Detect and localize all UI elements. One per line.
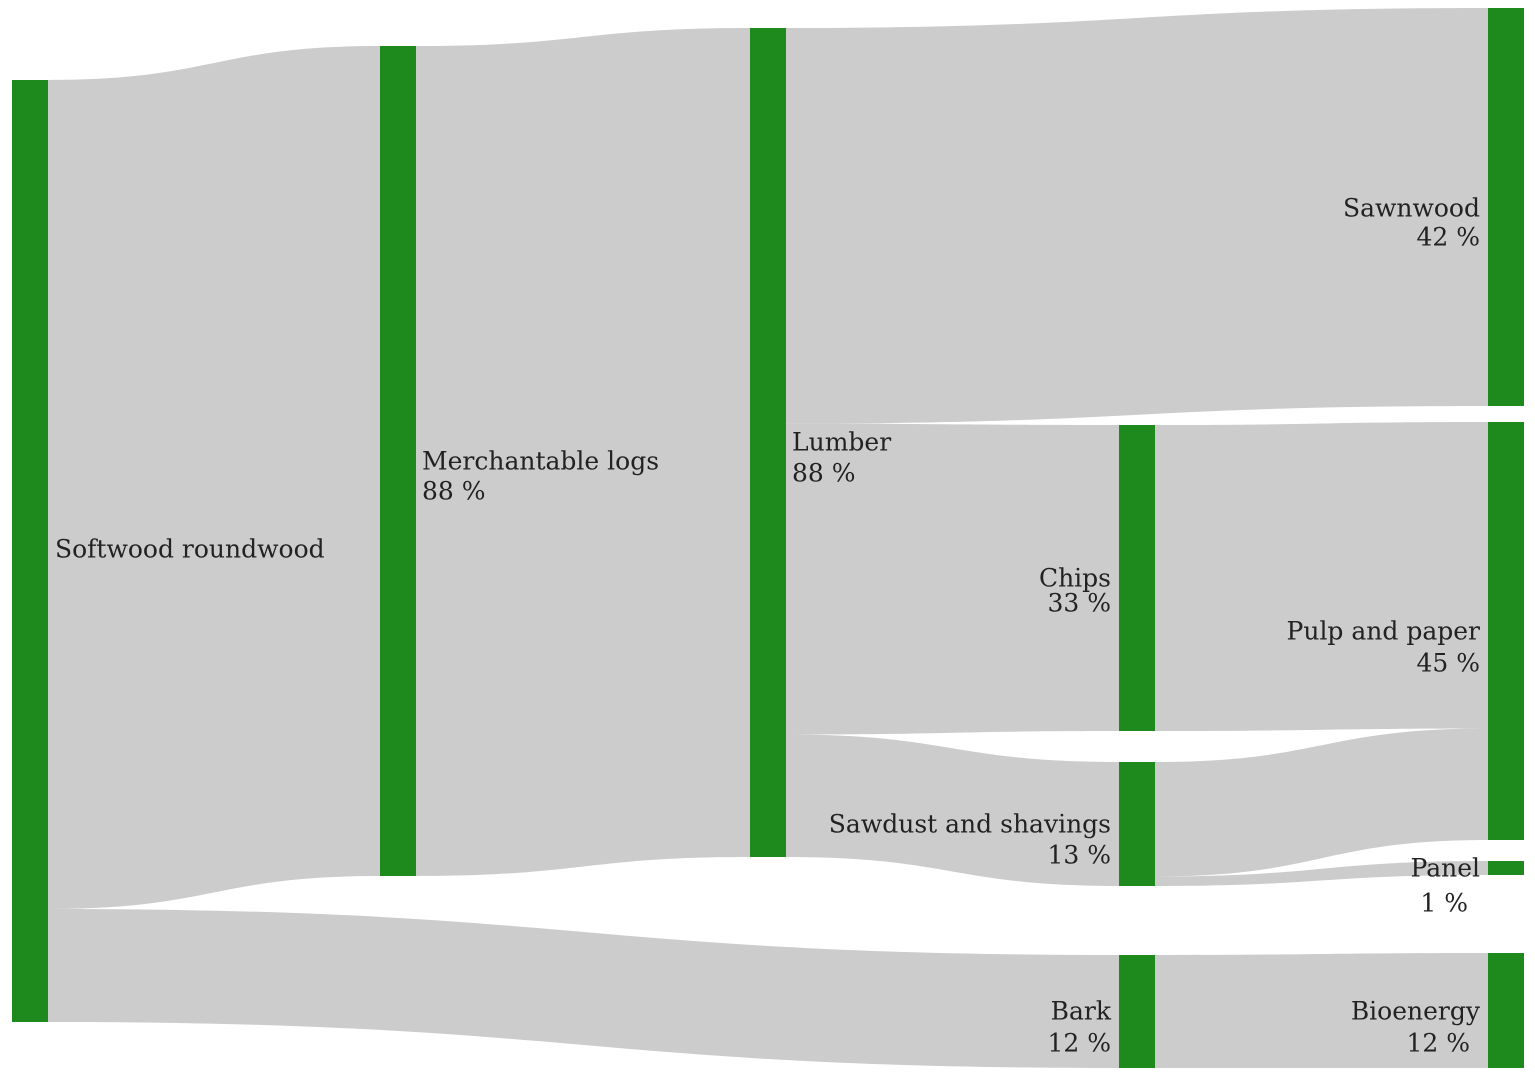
- node-bar-bark: [1119, 955, 1155, 1068]
- flow-link-lumber-to-sawdust: [786, 734, 1119, 886]
- node-bar-sawnwood: [1488, 8, 1524, 406]
- node-bar-softwood: [12, 80, 48, 1022]
- flow-link-sawdust-to-panel: [1155, 861, 1488, 886]
- node-bar-sawdust: [1119, 762, 1155, 886]
- node-label-bark: Bark: [1051, 997, 1112, 1026]
- node-percent-sawdust: 13 %: [1047, 841, 1111, 870]
- flow-link-bark-to-bioenergy: [1155, 953, 1488, 1068]
- node-bar-panel: [1488, 861, 1524, 875]
- flow-link-softwood-to-bark: [48, 908, 1119, 1068]
- node-label-chips: Chips: [1039, 564, 1111, 593]
- node-label-sawdust: Sawdust and shavings: [829, 810, 1111, 839]
- node-label-logs: Merchantable logs: [422, 447, 659, 476]
- node-bar-chips: [1119, 425, 1155, 731]
- node-label-panel: Panel: [1411, 854, 1481, 883]
- flow-nodes: [12, 8, 1524, 1068]
- node-percent-chips: 33 %: [1047, 589, 1111, 618]
- node-label-pulp: Pulp and paper: [1287, 617, 1481, 646]
- node-bar-bioenergy: [1488, 953, 1524, 1068]
- node-percent-bark: 12 %: [1047, 1029, 1111, 1058]
- node-bar-lumber: [750, 28, 786, 857]
- flow-link-softwood-to-logs: [48, 46, 380, 909]
- node-percent-pulp: 45 %: [1416, 649, 1480, 678]
- flow-link-sawdust-to-pulp: [1155, 728, 1488, 877]
- node-bar-pulp: [1488, 422, 1524, 840]
- node-label-lumber: Lumber: [792, 428, 891, 457]
- node-percent-sawnwood: 42 %: [1416, 223, 1480, 252]
- node-percent-logs: 88 %: [422, 477, 486, 506]
- flow-links: [48, 8, 1488, 1068]
- flow-link-lumber-to-sawnwood: [786, 8, 1488, 424]
- node-label-softwood: Softwood roundwood: [55, 535, 325, 564]
- flow-link-lumber-to-chips: [786, 423, 1119, 735]
- flow-link-logs-to-lumber: [416, 28, 750, 876]
- node-bar-logs: [380, 46, 416, 876]
- flow-link-chips-to-pulp: [1155, 422, 1488, 731]
- node-label-sawnwood: Sawnwood: [1343, 194, 1480, 223]
- node-percent-panel: 1 %: [1420, 889, 1468, 918]
- node-label-bioenergy: Bioenergy: [1351, 997, 1481, 1026]
- node-percent-lumber: 88 %: [792, 459, 856, 488]
- node-percent-bioenergy: 12 %: [1406, 1029, 1470, 1058]
